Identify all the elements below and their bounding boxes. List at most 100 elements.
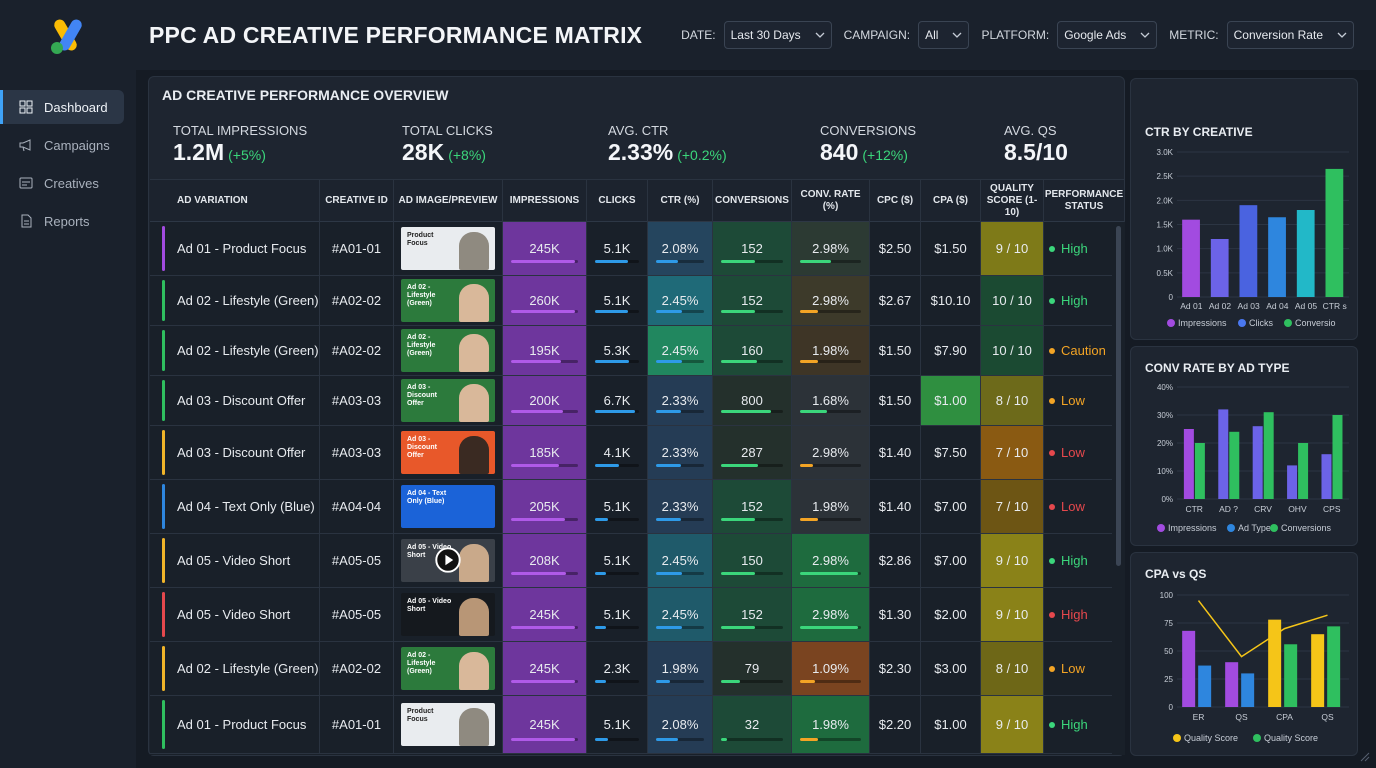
bar[interactable] [1296,210,1315,297]
overview-panel: AD CREATIVE PERFORMANCE OVERVIEW TOTAL I… [148,76,1125,756]
column-header[interactable]: CTR (%) [648,180,713,222]
bar[interactable] [1268,217,1286,297]
cell-id: #A01-01 [320,222,394,275]
cell-impressions: 245K [503,588,587,641]
bar-series-b[interactable] [1263,412,1274,499]
table-row[interactable]: Ad 05 - Video Short #A05-05 Ad 05 - Video … [150,588,1112,642]
sidebar-item-creatives[interactable]: Creatives [0,166,124,200]
ad-preview-thumbnail[interactable]: Product Focus [401,703,495,746]
table-scrollbar[interactable] [1116,226,1121,566]
bar-fill [721,410,771,413]
ad-preview-thumbnail[interactable]: Ad 03 - Discount Offer [401,431,495,474]
filter-select-date[interactable]: Last 30 Days [723,21,832,49]
table-row[interactable]: Ad 01 - Product Focus #A01-01 Product Focu… [150,696,1112,754]
cell-conv-rate: 1.98% [792,696,870,753]
bar-series-a[interactable] [1252,426,1263,499]
table-row[interactable]: Ad 02 - Lifestyle (Green) #A02-02 Ad 02 - … [150,642,1112,696]
y-tick-label: 75 [1164,619,1173,628]
resize-grip-icon[interactable] [1360,752,1370,762]
ad-preview-thumbnail[interactable]: Product Focus [401,227,495,270]
bar[interactable] [1325,168,1344,297]
bar-series-a[interactable] [1268,619,1282,707]
table-row[interactable]: Ad 01 - Product Focus #A01-01 Product Focu… [150,222,1112,276]
bar-series-a[interactable] [1311,634,1325,707]
cell-id: #A03-03 [320,426,394,479]
column-header[interactable]: AD VARIATION [150,180,320,222]
column-header[interactable]: CONV. RATE (%) [792,180,870,222]
legend-swatch [1227,524,1235,532]
table-row[interactable]: Ad 02 - Lifestyle (Green) #A02-02 Ad 02 - … [150,276,1112,326]
bar[interactable] [1182,219,1200,297]
table-row[interactable]: Ad 03 - Discount Offer #A03-03 Ad 03 - Dis… [150,426,1112,480]
column-header[interactable]: PERFORMANCE STATUS [1044,180,1125,222]
ctr-value: 2.45% [661,553,699,568]
column-header[interactable]: CPC ($) [870,180,921,222]
row-accent [162,430,165,475]
ad-preview-thumbnail[interactable]: Ad 02 - Lifestyle (Green) [401,279,495,322]
column-header[interactable]: AD IMAGE/PREVIEW [394,180,503,222]
bar-series-a[interactable] [1287,465,1298,499]
filter-value: Last 30 Days [730,28,801,42]
column-header[interactable]: IMPRESSIONS [503,180,587,222]
ad-preview-thumbnail[interactable]: Ad 02 - Lifestyle (Green) [401,329,495,372]
ad-preview-thumbnail[interactable]: Ad 05 - Video Short [401,539,495,582]
row-accent [162,538,165,583]
conv-rate-bar [800,360,861,363]
clicks-value: 2.3K [603,661,631,676]
play-icon[interactable] [435,547,461,573]
bar-series-b[interactable] [1229,431,1240,499]
bar-series-b[interactable] [1332,415,1343,499]
legend-label: Clicks [1249,318,1273,328]
table-row[interactable]: Ad 03 - Discount Offer #A03-03 Ad 03 - Dis… [150,376,1112,426]
conv-rate-value: 2.98% [812,553,849,568]
cell-status: Low [1044,642,1125,695]
ad-preview-thumbnail[interactable]: Ad 02 - Lifestyle (Green) [401,647,495,690]
bar-series-a[interactable] [1225,662,1239,707]
column-header[interactable]: CONVERSIONS [713,180,792,222]
bar-series-a[interactable] [1182,630,1196,707]
ctr-value: 2.08% [661,241,699,256]
bar-series-b[interactable] [1241,673,1255,707]
cell-variation: Ad 01 - Product Focus [150,222,320,275]
kpi-avg-ctr: AVG. CTR 2.33% (+0.2%) [608,123,727,166]
kpi-value: 840 [820,139,859,165]
x-tick-label: QS [1321,712,1334,722]
column-header[interactable]: CREATIVE ID [320,180,394,222]
row-accent [162,226,165,271]
trend-line[interactable] [1197,600,1328,658]
bar-series-b[interactable] [1298,443,1309,499]
bar-series-a[interactable] [1321,454,1332,499]
column-header[interactable]: CPA ($) [921,180,981,222]
bar-series-b[interactable] [1194,443,1205,499]
ctr-by-creative-panel: CTR BY CREATIVE 3.0K 2.5K 2.0K 1.5K 1.0K 0.5K… [1130,78,1358,340]
ad-preview-thumbnail[interactable]: Ad 03 - Discount Offer [401,379,495,422]
bar-fill [595,410,635,413]
ad-preview-thumbnail[interactable]: Ad 04 - Text Only (Blue) [401,485,495,528]
bar[interactable] [1210,239,1229,297]
bar[interactable] [1239,205,1258,297]
image-icon [19,177,33,189]
filter-select-platform[interactable]: Google Ads [1057,21,1158,49]
bar-series-a[interactable] [1183,429,1194,499]
qs-value: 7 / 10 [995,445,1029,460]
sidebar-item-reports[interactable]: Reports [0,204,124,238]
column-header[interactable]: QUALITY SCORE (1-10) [981,180,1044,222]
bar-series-b[interactable] [1198,665,1212,707]
variation-label: Ad 05 - Video Short [177,553,291,568]
table-row[interactable]: Ad 04 - Text Only (Blue) #A04-04 Ad 04 - T… [150,480,1112,534]
table-row[interactable]: Ad 02 - Lifestyle (Green) #A02-02 Ad 02 - … [150,326,1112,376]
column-header[interactable]: CLICKS [587,180,648,222]
filter-select-campaign[interactable]: All [918,21,970,49]
bar-series-b[interactable] [1327,626,1341,707]
bar-series-a[interactable] [1218,409,1229,499]
bar-series-b[interactable] [1284,644,1298,707]
legend-swatch [1284,319,1292,327]
cell-qs: 10 / 10 [981,326,1044,375]
bar-fill [511,260,575,263]
sidebar-item-dashboard[interactable]: Dashboard [0,90,124,124]
cell-clicks: 4.1K [587,426,648,479]
ad-preview-thumbnail[interactable]: Ad 05 - Video Short [401,593,495,636]
filter-select-metric[interactable]: Conversion Rate [1226,21,1354,49]
sidebar-item-campaigns[interactable]: Campaigns [0,128,124,162]
table-row[interactable]: Ad 05 - Video Short #A05-05 Ad 05 - Video … [150,534,1112,588]
